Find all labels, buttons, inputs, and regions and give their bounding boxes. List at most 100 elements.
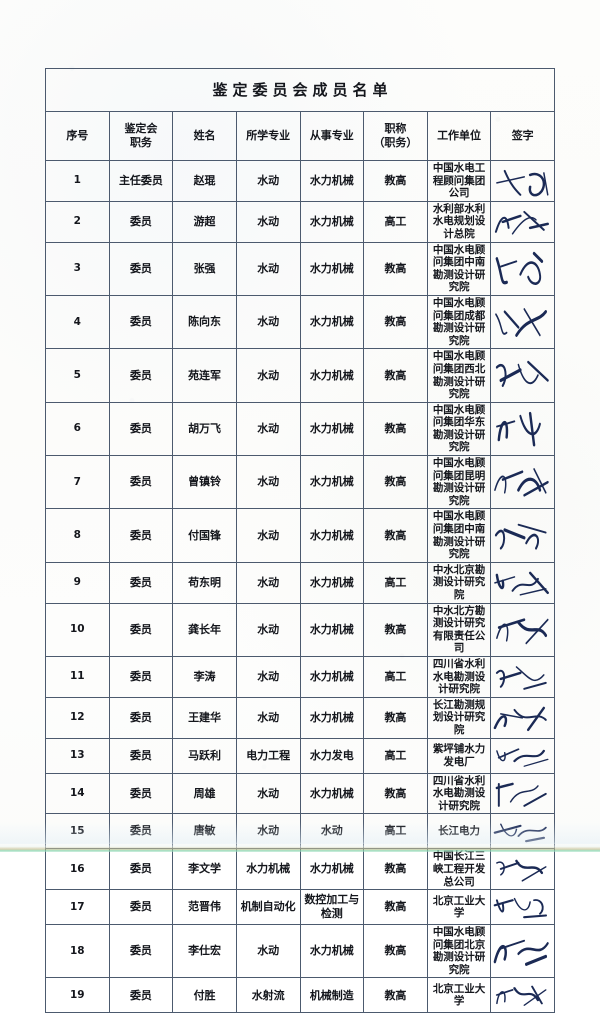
cell-name: 龚长年	[172, 602, 237, 657]
cell-signature	[490, 160, 555, 202]
cell-signature	[490, 737, 555, 774]
signature-stroke	[519, 260, 542, 285]
signature-stroke	[533, 251, 544, 263]
signature-stroke	[498, 747, 520, 759]
cell-name: 游超	[172, 200, 237, 243]
cell-signature	[490, 772, 555, 815]
cell-title: 教高	[363, 848, 428, 891]
cell-field: 水力机械	[299, 508, 365, 563]
cell-index: 12	[45, 696, 110, 739]
cell-unit: 长江勘测规划设计研究院	[426, 696, 492, 739]
cell-unit: 中国水电顾问集团西北勘测设计研究院	[426, 348, 492, 403]
column-header-index: 序号	[45, 111, 110, 161]
column-header-major: 所学专业	[235, 111, 301, 161]
table-row: 12 委员 王建华 水动 水力机械 教高 长江勘测规划设计研究院	[45, 696, 555, 739]
cell-role: 委员	[108, 602, 174, 657]
cell-field: 水力机械	[299, 924, 365, 979]
signature-stroke	[533, 468, 547, 494]
table-row: 16 委员 李文学 水力机械 水力机械 教高 中国长江三峡工程开发总公司	[45, 848, 555, 891]
signature-stroke	[499, 368, 522, 383]
signature-stroke	[519, 587, 547, 596]
cell-name: 王建华	[172, 696, 237, 739]
table-header: 鉴定委员会成员名单 序号 鉴定会 职务 姓名 所学专业 从事专业 职称 （职务）…	[45, 68, 555, 161]
cell-unit: 四川省水利水电勘测设计研究院	[426, 772, 492, 815]
cell-role: 委员	[108, 655, 174, 698]
signature-stroke	[523, 792, 548, 807]
cell-title: 教高	[363, 508, 428, 563]
cell-role: 委员	[108, 401, 174, 457]
title-row: 鉴定委员会成员名单	[45, 68, 555, 112]
signature-stroke	[518, 364, 540, 385]
signature-ink	[494, 939, 550, 967]
cell-index: 11	[45, 655, 110, 698]
cell-title: 教高	[363, 696, 428, 739]
signature-stroke	[527, 361, 550, 383]
cell-name: 范晋伟	[172, 889, 237, 926]
cell-role: 委员	[108, 696, 174, 739]
signature-ink	[496, 361, 550, 388]
cell-field: 水力机械	[299, 348, 365, 403]
cell-name: 付胜	[172, 977, 237, 1013]
signature-stroke	[525, 954, 548, 967]
cell-field: 机械制造	[299, 977, 365, 1013]
cell-signature	[490, 848, 555, 891]
table-row: 3 委员 张强 水动 水力机械 教高 中国水电顾问集团中南勘测设计研究院	[45, 241, 555, 296]
cell-major: 水力机械	[235, 848, 301, 891]
signature-stroke	[503, 528, 526, 540]
signature-ink	[494, 706, 548, 731]
cell-unit: 紫坪铺水力发电厂	[426, 737, 492, 774]
signature-stroke	[512, 216, 538, 235]
cell-field: 水力机械	[299, 848, 365, 891]
cell-role: 委员	[108, 737, 174, 774]
cell-signature	[490, 655, 555, 698]
cell-field: 水力机械	[299, 160, 365, 202]
cell-signature	[490, 977, 555, 1013]
signature-stroke	[495, 530, 506, 551]
signature-ink	[495, 524, 547, 551]
cell-major: 电力工程	[235, 737, 301, 774]
cell-signature	[490, 889, 555, 926]
table-body: 1 主任委员 赵琨 水动 水力机械 教高 中国水电工程顾问集团公司 2 委员 游超 水动 水力机械 高工…	[45, 160, 555, 1013]
cell-field: 水力机械	[299, 561, 365, 604]
cell-role: 委员	[108, 241, 174, 296]
cell-name: 周雄	[172, 772, 237, 815]
signature-stroke	[518, 524, 547, 534]
cell-signature	[490, 294, 555, 350]
column-header-signature: 签字	[490, 111, 555, 161]
cell-role: 委员	[108, 348, 174, 403]
cell-index: 6	[45, 401, 110, 457]
signature-ink	[496, 666, 548, 690]
cell-title: 教高	[363, 889, 428, 926]
column-header-role-line2: 职务	[129, 136, 152, 149]
scan-edge-artifact	[0, 842, 600, 852]
cell-name: 张强	[172, 241, 237, 296]
cell-major: 水动	[235, 348, 301, 403]
cell-unit: 中国水电顾问集团昆明勘测设计研究院	[426, 455, 492, 510]
signature-ink	[494, 468, 550, 497]
signature-stroke	[500, 259, 518, 268]
table-row: 1 主任委员 赵琨 水动 水力机械 教高 中国水电工程顾问集团公司	[45, 160, 555, 202]
cell-title: 教高	[363, 977, 428, 1013]
cell-unit: 中国水电顾问集团北京勘测设计研究院	[426, 924, 492, 979]
cell-title: 教高	[363, 294, 428, 350]
cell-name: 苑连军	[172, 348, 237, 403]
signature-stroke	[494, 475, 507, 494]
cell-title: 高工	[363, 200, 428, 243]
cell-major: 水动	[235, 241, 301, 296]
cell-role: 委员	[108, 508, 174, 563]
signature-ink	[494, 897, 548, 919]
cell-index: 10	[45, 602, 110, 657]
cell-major: 水射流	[235, 977, 301, 1013]
cell-index: 7	[45, 455, 110, 510]
signature-stroke	[497, 420, 509, 441]
cell-title: 高工	[363, 655, 428, 698]
cell-major: 水动	[235, 401, 301, 457]
cell-field: 水力机械	[299, 200, 365, 243]
signature-stroke	[496, 256, 509, 284]
signature-stroke	[527, 706, 546, 731]
cell-index: 4	[45, 294, 110, 350]
cell-index: 19	[45, 977, 110, 1013]
signature-stroke	[496, 573, 505, 589]
signature-stroke	[495, 216, 510, 233]
cell-unit: 中国水电顾问集团成都勘测设计研究院	[426, 294, 492, 350]
